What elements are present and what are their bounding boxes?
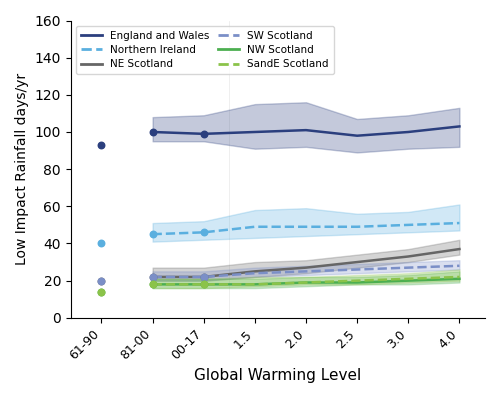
Point — [148, 231, 156, 237]
Point — [148, 274, 156, 280]
Point — [98, 289, 106, 295]
Point — [200, 281, 207, 287]
Point — [98, 142, 106, 148]
Point — [200, 131, 207, 137]
X-axis label: Global Warming Level: Global Warming Level — [194, 368, 362, 383]
Point — [200, 274, 207, 280]
Point — [148, 129, 156, 135]
Point — [98, 289, 106, 295]
Point — [200, 281, 207, 287]
Y-axis label: Low Impact Rainfall days/yr: Low Impact Rainfall days/yr — [15, 73, 29, 265]
Point — [98, 240, 106, 247]
Point — [148, 281, 156, 287]
Point — [148, 281, 156, 287]
Point — [98, 277, 106, 284]
Legend: England and Wales, Northern Ireland, NE Scotland, SW Scotland, NW Scotland, Sand: England and Wales, Northern Ireland, NE … — [76, 26, 334, 74]
Point — [200, 274, 207, 280]
Point — [148, 274, 156, 280]
Point — [200, 229, 207, 236]
Point — [98, 277, 106, 284]
